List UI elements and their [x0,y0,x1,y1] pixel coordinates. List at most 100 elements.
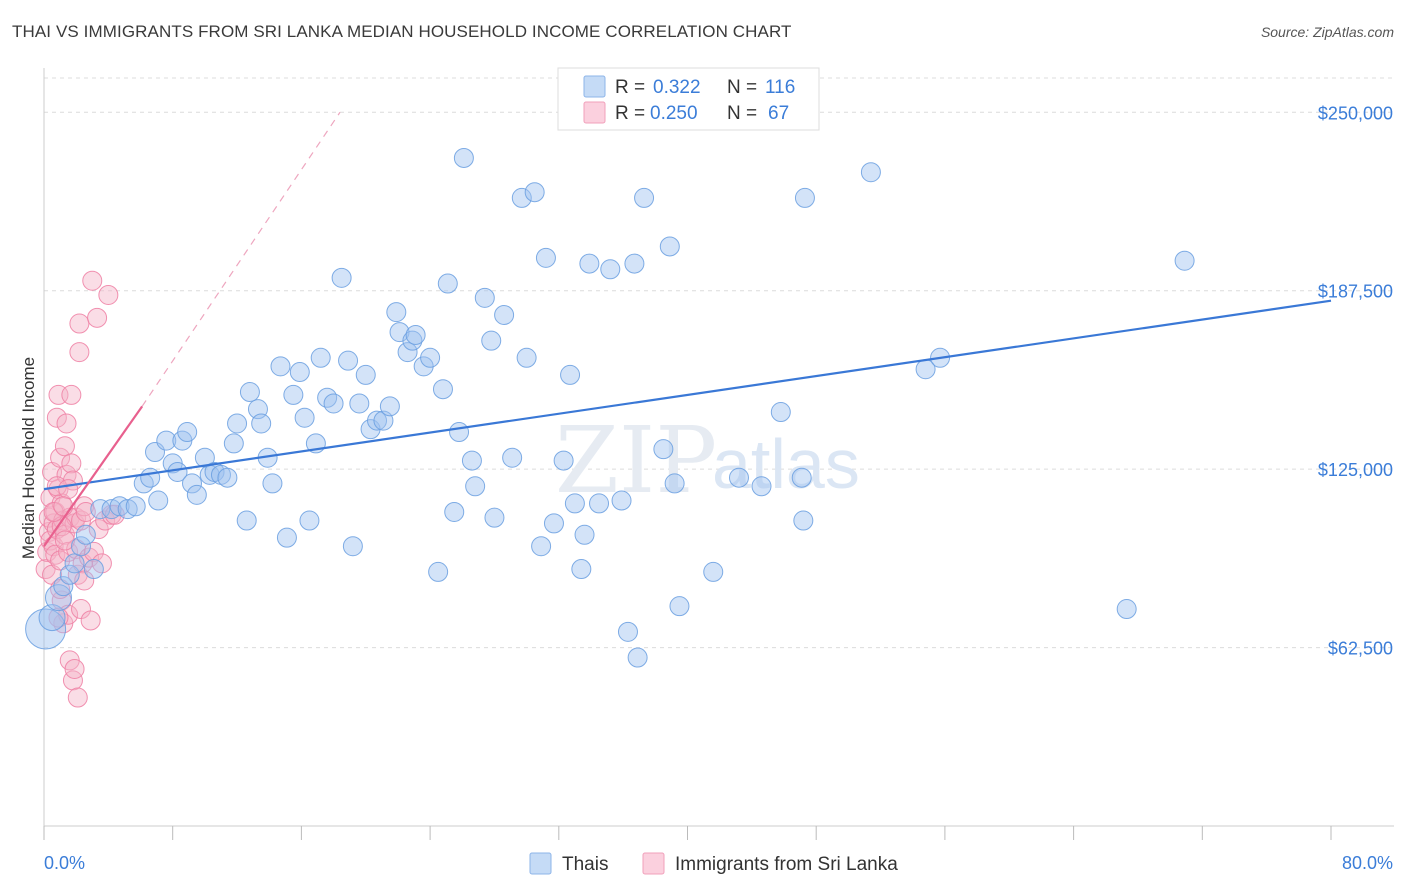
point-srilanka [53,496,74,517]
watermark-atlas: atlas [712,425,860,503]
point-thais [379,396,400,417]
trend-line-srilanka [43,405,144,547]
point-thais [627,647,648,668]
point-thais [125,496,146,517]
point-srilanka [48,607,69,628]
point-thais [860,162,881,183]
point-thais [355,364,376,385]
point-thais [474,287,495,308]
point-thais [217,467,238,488]
point-thais [186,484,207,505]
legend: R = 0.322 N = 116 R = 0.250 N = 67 [557,67,820,131]
scatter-points [25,147,1195,708]
point-thais [611,490,632,511]
x-tick-label-start: 0.0% [44,853,85,873]
point-thais [524,182,545,203]
bottom-legend-swatch-thais [529,852,552,875]
watermark-zip: ZIP [555,407,717,514]
point-thais [59,564,80,585]
point-thais [703,561,724,582]
point-srilanka [50,579,71,600]
point-thais [589,493,610,514]
point-thais [331,267,352,288]
y-tick-labels: $62,500 $125,000 $187,500 $250,000 [1318,103,1393,658]
point-thais [109,496,130,517]
point-thais [223,433,244,454]
chart-title: THAI VS IMMIGRANTS FROM SRI LANKA MEDIAN… [12,22,792,41]
point-thais [669,596,690,617]
point-thais [574,524,595,545]
x-tick-label-end: 80.0% [1342,853,1393,873]
point-srilanka [46,407,67,428]
y-tick-label: $125,000 [1318,460,1393,480]
trend-extension-srilanka [141,111,341,407]
point-thais [770,402,791,423]
x-tick-labels: 0.0% 80.0% [44,853,1393,873]
point-thais [571,559,592,580]
point-thais [564,493,585,514]
legend-r-label: R = [615,77,645,98]
point-srilanka [56,413,77,434]
point-thais [793,510,814,531]
point-thais [432,379,453,400]
point-thais [44,584,72,612]
point-thais [262,473,283,494]
point-thais [449,422,470,443]
point-thais [317,387,338,408]
point-thais [251,413,272,434]
point-thais [511,187,532,208]
point-thais [531,536,552,557]
point-thais [101,499,122,520]
point-thais [239,382,260,403]
point-srilanka [54,436,75,457]
point-thais [461,450,482,471]
point-thais [1174,250,1195,271]
point-thais [484,507,505,528]
point-thais [182,473,203,494]
point-thais [444,501,465,522]
point-thais [453,147,474,168]
point-thais [140,467,161,488]
point-srilanka [67,687,88,708]
point-thais [75,524,96,545]
point-srilanka [69,342,90,363]
bottom-legend-label-srilanka: Immigrants from Sri Lanka [675,854,898,875]
bottom-legend-swatch-srilanka [642,852,665,875]
point-thais [600,259,621,280]
point-thais [516,347,537,368]
point-srilanka [54,530,75,551]
point-thais [367,410,388,431]
point-srilanka [43,501,64,522]
point-thais [664,473,685,494]
point-thais [420,347,441,368]
point-thais [624,253,645,274]
point-srilanka [87,307,108,328]
legend-swatch-thais [583,75,606,98]
point-thais [481,330,502,351]
legend-n-value-thais: 116 [765,77,795,98]
y-tick-label: $187,500 [1318,282,1393,302]
axes [43,68,1394,840]
trend-lines [43,111,1332,547]
point-srilanka [69,313,90,334]
bottom-legend: Thais Immigrants from Sri Lanka [529,852,898,875]
point-thais [177,422,198,443]
point-thais [236,510,257,531]
point-thais [465,476,486,497]
point-srilanka [98,284,119,305]
point-thais [270,356,291,377]
legend-n-label: N = [727,77,757,98]
point-thais [83,559,104,580]
point-thais [502,447,523,468]
point-thais [560,364,581,385]
trend-line-thais [43,299,1332,491]
point-thais [148,490,169,511]
chart-source: Source: ZipAtlas.com [1260,24,1394,40]
point-thais [791,467,812,488]
point-thais [310,347,331,368]
point-srilanka [95,510,116,531]
bottom-legend-label-thais: Thais [562,854,608,875]
point-srilanka [58,479,79,500]
point-thais [156,430,177,451]
